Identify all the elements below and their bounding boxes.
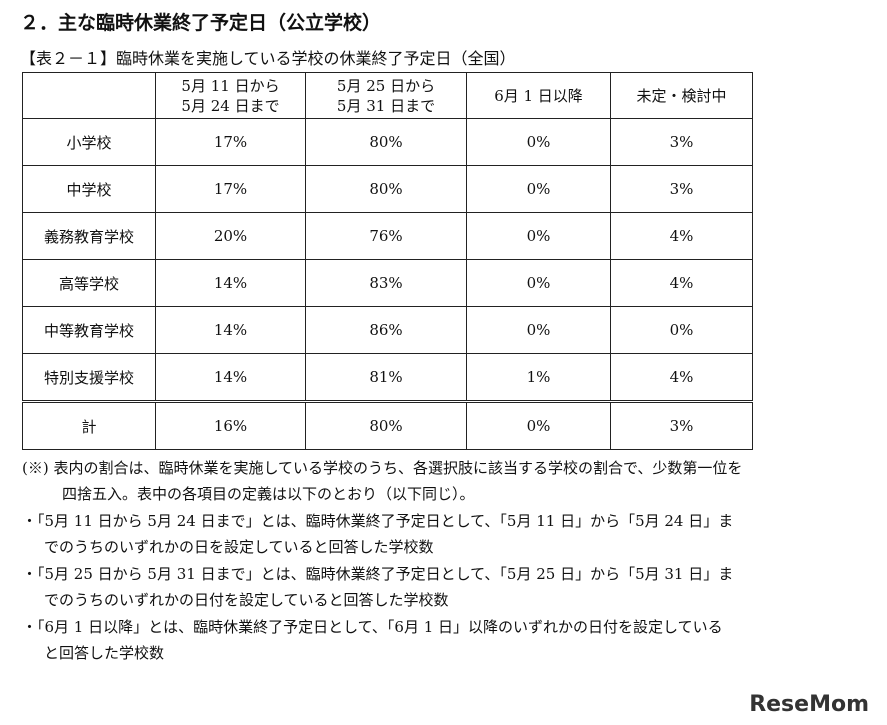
cell: 4% [610,259,753,307]
table-row: 中等教育学校 14% 86% 0% 0% [22,306,753,354]
table-row: 計 16% 80% 0% 3% [22,400,753,450]
cell: 80% [305,400,467,450]
table-row: 高等学校 14% 83% 0% 4% [22,259,753,307]
note: (※) 表内の割合は、臨時休業を実施している学校のうち、各選択肢に該当する学校の… [22,455,742,507]
column-header [22,72,156,119]
column-header: 未定・検討中 [610,72,753,119]
cell: 14% [155,306,306,354]
row-label: 特別支援学校 [22,353,156,402]
cell: 17% [155,165,306,213]
header-row: 5月 11 日から 5月 24 日まで 5月 25 日から 5月 31 日まで 6月… [22,72,753,119]
row-label: 計 [22,400,156,450]
note: ・「5月 11 日から 5月 24 日まで」とは、臨時休業終了予定日として、「5… [22,508,742,560]
cell: 3% [610,400,753,450]
watermark: ReseMom [749,692,869,717]
cell: 0% [610,306,753,354]
row-label: 中学校 [22,165,156,213]
notes: (※) 表内の割合は、臨時休業を実施している学校のうち、各選択肢に該当する学校の… [22,455,742,667]
note-line: ・「5月 25 日から 5月 31 日まで」とは、臨時休業終了予定日として、「5… [22,565,734,583]
cell: 14% [155,259,306,307]
note-line: (※) 表内の割合は、臨時休業を実施している学校のうち、各選択肢に該当する学校の… [22,459,743,477]
cell: 80% [305,165,467,213]
note-line: ・「6月 1 日以降」とは、臨時休業終了予定日として、「6月 1 日」以降のいず… [22,618,723,636]
cell: 86% [305,306,467,354]
cell: 0% [466,165,611,213]
cell: 76% [305,212,467,260]
cell: 0% [466,400,611,450]
column-header: 6月 1 日以降 [466,72,611,119]
cell: 20% [155,212,306,260]
table: 5月 11 日から 5月 24 日まで 5月 25 日から 5月 31 日まで 6月… [22,72,753,450]
table-row: 中学校 17% 80% 0% 3% [22,165,753,213]
cell: 0% [466,306,611,354]
cell: 3% [610,165,753,213]
cell: 16% [155,400,306,450]
cell: 4% [610,353,753,402]
cell: 14% [155,353,306,402]
cell: 4% [610,212,753,260]
note-line: ・「5月 11 日から 5月 24 日まで」とは、臨時休業終了予定日として、「5… [22,512,734,530]
note-line: でのうちのいずれかの日を設定していると回答した学校数 [44,538,434,556]
cell: 3% [610,118,753,166]
cell: 17% [155,118,306,166]
row-label: 義務教育学校 [22,212,156,260]
cell: 81% [305,353,467,402]
cell: 80% [305,118,467,166]
title: ２．主な臨時休業終了予定日（公立学校） [20,12,382,34]
row-label: 中等教育学校 [22,306,156,354]
note-line: と回答した学校数 [44,644,165,662]
row-label: 小学校 [22,118,156,166]
cell: 0% [466,259,611,307]
cell: 83% [305,259,467,307]
cell: 0% [466,118,611,166]
caption: 【表２－１】臨時休業を実施している学校の休業終了予定日（全国） [20,49,516,68]
table-row: 特別支援学校 14% 81% 1% 4% [22,353,753,402]
table-row: 義務教育学校 20% 76% 0% 4% [22,212,753,260]
note-line: 四捨五入。表中の各項目の定義は以下のとおり（以下同じ）。 [62,485,475,503]
note-line: でのうちのいずれかの日付を設定していると回答した学校数 [44,591,449,609]
column-header: 5月 25 日から 5月 31 日まで [305,72,467,119]
cell: 1% [466,353,611,402]
table-row: 小学校 17% 80% 0% 3% [22,118,753,166]
note: ・「6月 1 日以降」とは、臨時休業終了予定日として、「6月 1 日」以降のいず… [22,614,742,666]
row-label: 高等学校 [22,259,156,307]
note: ・「5月 25 日から 5月 31 日まで」とは、臨時休業終了予定日として、「5… [22,561,742,613]
cell: 0% [466,212,611,260]
column-header: 5月 11 日から 5月 24 日まで [155,72,306,119]
